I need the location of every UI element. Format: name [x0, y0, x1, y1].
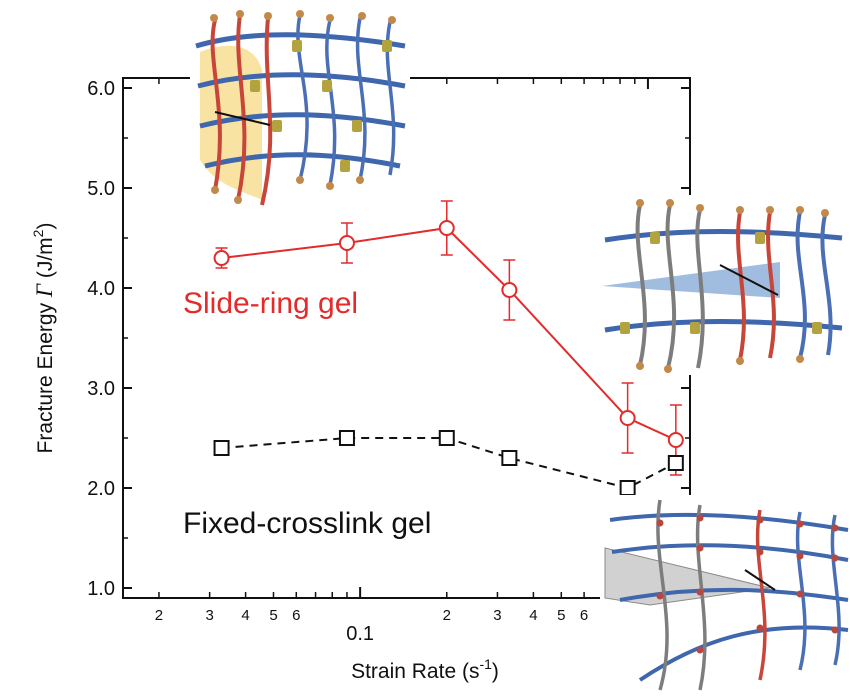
x-major-tick-label: 0.1 — [346, 623, 374, 645]
x-axis-title: Strain Rate (s-1) — [351, 656, 499, 683]
x-minor-tick-label: 5 — [269, 607, 277, 624]
x-axis-title-superscript: -1 — [479, 656, 492, 672]
data-point-circle — [213, 250, 230, 266]
data-point-square — [667, 455, 684, 471]
crack-tip-network-illustration — [600, 195, 845, 375]
x-minor-tick-label: 6 — [292, 607, 300, 624]
x-minor-tick-label: 3 — [493, 607, 501, 624]
data-point-square — [213, 440, 230, 456]
data-point-circle — [338, 235, 355, 251]
y-tick-label: 6.0 — [87, 78, 115, 100]
data-point-circle — [619, 410, 636, 426]
data-point-square — [338, 430, 355, 446]
series-label-fixed-crosslink: Fixed-crosslink gel — [183, 507, 431, 540]
y-tick-label: 2.0 — [87, 478, 115, 500]
x-minor-tick-label: 2 — [155, 607, 163, 624]
y-axis-ticks: 1.0 2.0 3.0 4.0 5.0 6.0 — [87, 78, 690, 600]
series-label-slide-ring: Slide-ring gel — [183, 287, 358, 320]
fixed-crosslink-network-illustration — [600, 495, 850, 700]
x-minor-tick-label: 6 — [580, 607, 588, 624]
y-axis-title: Fracture Energy Γ (J/m2) — [30, 223, 57, 454]
data-point-square — [619, 480, 636, 496]
data-point-square — [438, 430, 455, 446]
y-tick-label: 1.0 — [87, 578, 115, 600]
series-slide-ring — [213, 200, 684, 476]
data-point-circle — [667, 432, 684, 448]
x-minor-tick-label: 4 — [529, 607, 537, 624]
y-tick-label: 5.0 — [87, 178, 115, 200]
y-tick-label: 3.0 — [87, 378, 115, 400]
x-minor-tick-label: 3 — [205, 607, 213, 624]
series-line — [221, 226, 677, 441]
data-point-circle — [438, 220, 455, 236]
series-layer — [213, 200, 684, 496]
y-axis-title-superscript: 2 — [30, 229, 46, 237]
y-tick-label: 4.0 — [87, 278, 115, 300]
x-minor-tick-label: 5 — [557, 607, 565, 624]
data-point-circle — [501, 282, 518, 298]
slide-ring-network-illustration — [190, 0, 410, 210]
data-point-square — [501, 450, 518, 466]
x-minor-tick-label: 2 — [443, 607, 451, 624]
x-minor-tick-label: 4 — [241, 607, 249, 624]
series-line — [221, 437, 677, 490]
series-fixed-crosslink — [213, 430, 684, 496]
